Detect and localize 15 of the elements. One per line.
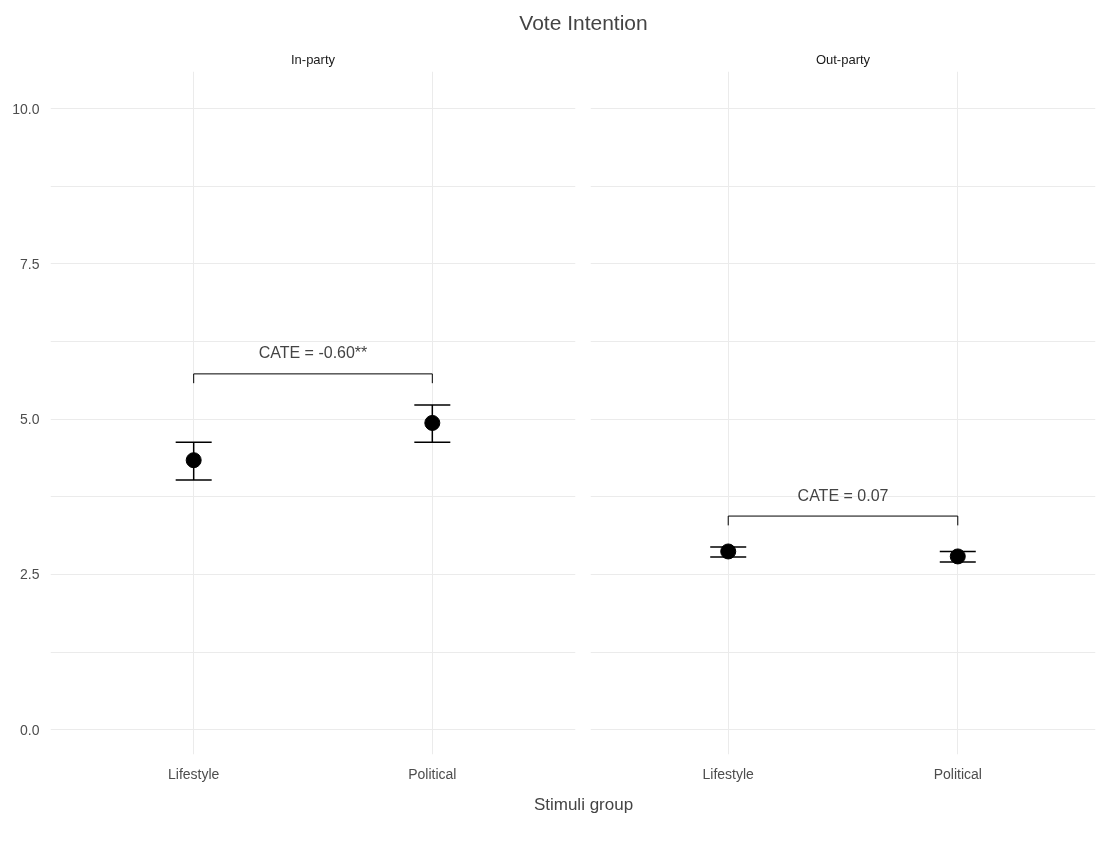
y-tick-label: 10.0: [12, 100, 40, 117]
chart-subtitle: In-party: [290, 51, 336, 67]
x-tick-label: Lifestyle: [702, 765, 755, 782]
y-tick-label: 2.5: [20, 566, 40, 583]
x-tick-label: Political: [933, 765, 982, 782]
x-tick-label: Political: [408, 765, 457, 782]
y-tick-label: 7.5: [20, 255, 40, 272]
x-tick-label: Lifestyle: [168, 765, 220, 782]
annotation: CATE = -0.60**: [258, 344, 368, 362]
y-tick-label: 5.0: [20, 411, 40, 428]
chart-subtitle: Out-party: [815, 51, 871, 67]
x-axis-title: Stimuli group: [533, 795, 634, 814]
y-tick-label: 0.0: [20, 721, 40, 738]
chart-title: Vote Intention: [519, 11, 648, 34]
annotation: CATE = 0.07: [797, 486, 889, 504]
